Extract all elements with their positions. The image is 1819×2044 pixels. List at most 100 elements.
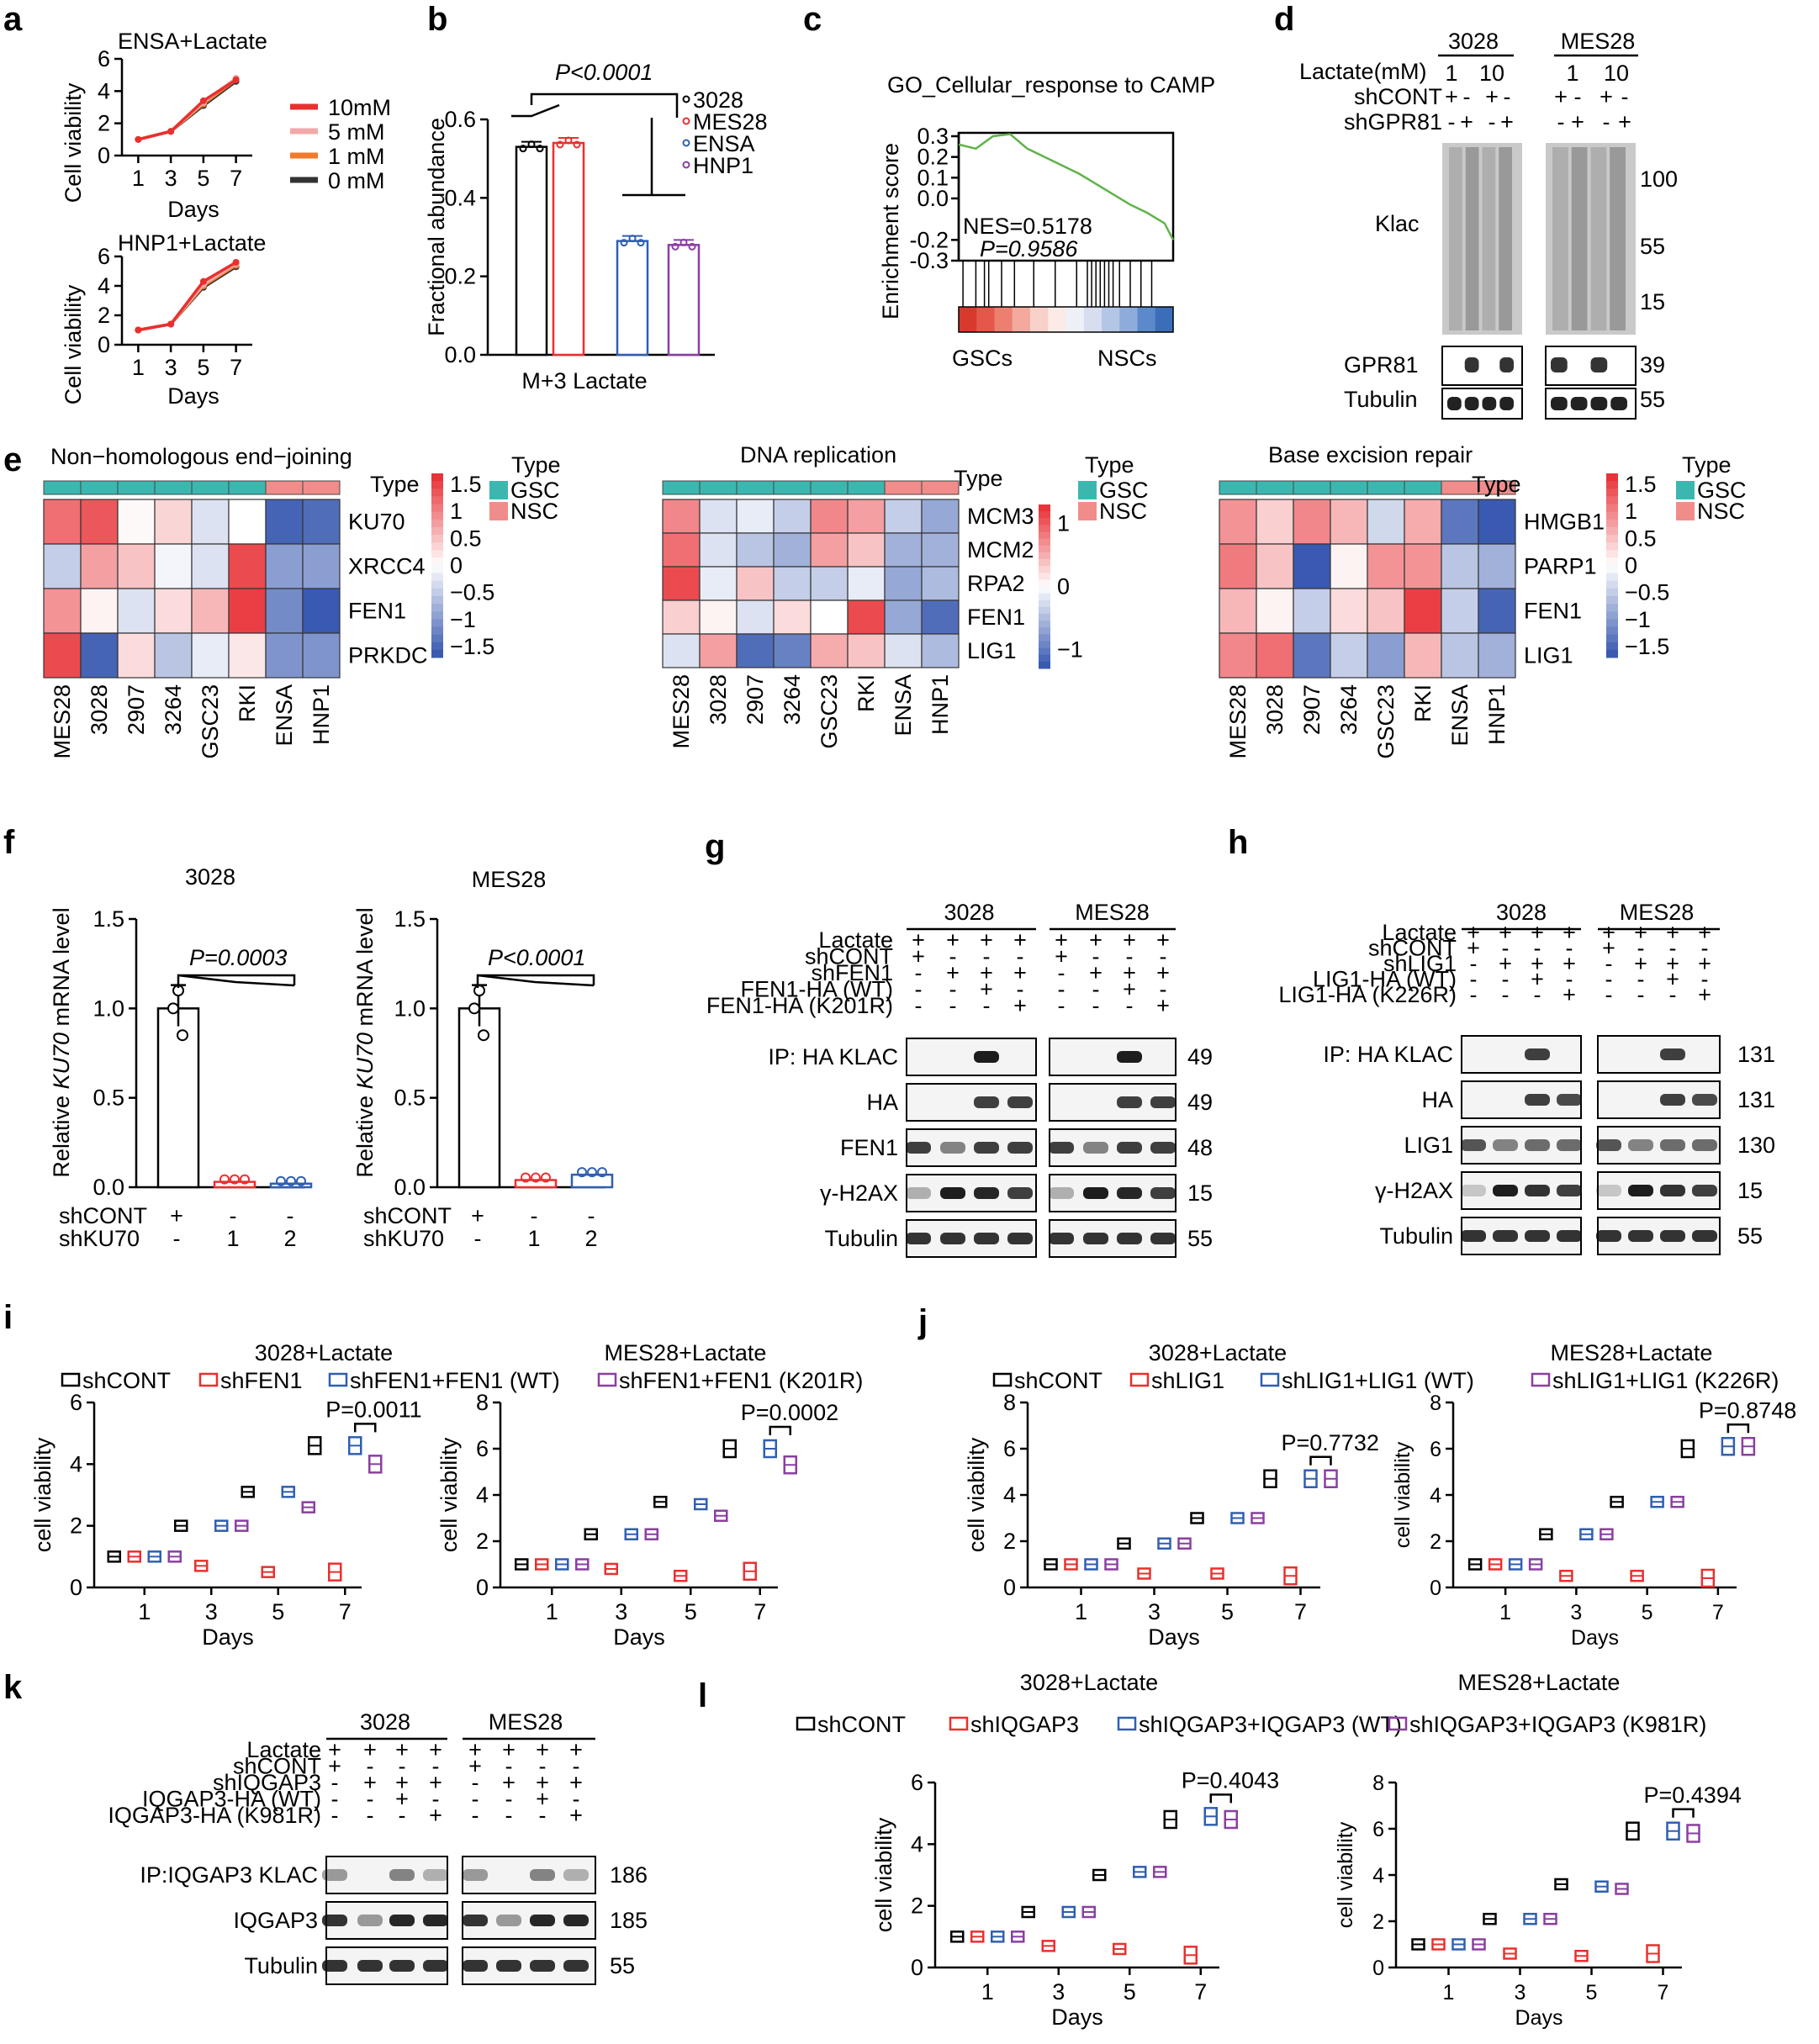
k-panel-band-iqgap3-1-1: [496, 1915, 521, 1926]
e-dna-cell-fen1-rki: [847, 599, 886, 635]
panel-b-dot-hnp1-0: [671, 242, 679, 251]
e-nhej-cell-fen1-hnp1: [302, 588, 341, 634]
panel-i-legend-label-0: shCONT: [82, 1368, 171, 1393]
panel-c: GO_Cellular_response to CAMP Enrichment …: [878, 72, 1215, 371]
k-panel-sign-shcont-7: -: [573, 1754, 580, 1779]
scale-nhej-step-7: [431, 526, 443, 536]
panel-b-dot-mes28-0: [556, 140, 564, 149]
panel-j-right-ytick-label-2: 2: [1430, 1530, 1441, 1554]
e-dna-cell-mcm2-3264: [773, 532, 812, 568]
g-panel-blot-label-fen1: FEN1: [840, 1135, 898, 1160]
a-top-point-10mm-3: [167, 128, 175, 135]
k-panel-band-iqgap3-1-3: [563, 1915, 589, 1926]
h-panel-sign-lactate-6: +: [1666, 920, 1679, 945]
panel-d-row-shcont: shCONT: [1354, 84, 1442, 109]
g-panel-row-fen1-ha-wt: FEN1-HA (WT): [741, 977, 894, 1002]
k-panel-blot-label-iqgap3: IQGAP3: [233, 1908, 318, 1933]
g-panel-sign-fen1-ha-wt-3: -: [1017, 977, 1024, 1002]
h-panel-band-ha-0-3: [1557, 1094, 1582, 1106]
panel-l-right-ytick-label-2: 2: [1372, 1910, 1384, 1934]
panel-i-left-ytick-label-2: 2: [70, 1513, 82, 1539]
panel-l-right-ytick-label-8: 8: [1372, 1772, 1384, 1795]
panel-j-left-ylabel: cell viability: [964, 1437, 989, 1552]
k-panel-mw-ip-iqgap3-klac: 186: [610, 1862, 648, 1888]
e-dna-cell-mcm3-rki: [847, 499, 886, 534]
scale-ber-label-1: 1: [1625, 499, 1637, 524]
e-dna-type-cell-rki: [847, 480, 886, 495]
h-panel-row-shcont: shCONT: [1368, 936, 1457, 961]
panel-d-gpr81-band-1-0: [1551, 357, 1568, 372]
panel-d-tubulin-band-0-1: [1464, 397, 1479, 410]
panel-i-right-xlabel: Days: [613, 1624, 665, 1650]
f-left-ytick-label-0-0: 0.0: [93, 1175, 124, 1200]
panel-d-shgpr81-sign-0: -: [1448, 109, 1456, 135]
f-left-dot-1-0: [219, 1174, 230, 1185]
h-panel-band-h2ax-1-0: [1596, 1185, 1621, 1196]
panel-a-top-xlabel: Days: [167, 197, 219, 222]
h-panel-band-lig1-1-3: [1692, 1139, 1717, 1151]
g-panel-sign-shfen1-3: +: [1013, 960, 1027, 985]
e-dna-col-ensa: ENSA: [891, 674, 916, 737]
scale-ber-step-0: [1606, 473, 1618, 482]
scale-ber-step-12: [1606, 565, 1618, 574]
h-panel-sign-lig1-ha-wt-2: +: [1531, 967, 1544, 992]
k-panel-row-lactate: Lactate: [246, 1737, 321, 1762]
panel-d-shcont-sign-3: -: [1504, 84, 1511, 109]
legend-label-10mm: 10mM: [328, 95, 391, 120]
g-panel-band-tubulin-1-0: [1049, 1233, 1074, 1244]
scale-dna-step-16: [1039, 614, 1050, 621]
e-dna-cell-lig1-gsc23: [810, 633, 849, 668]
e-dna-gene-fen1: FEN1: [967, 605, 1025, 630]
e-nhej-cell-fen1-mes28: [43, 588, 82, 634]
panel-l-legend-label-3: shIQGAP3+IQGAP3 (K981R): [1409, 1712, 1706, 1737]
a-top-xtick-label-1: 1: [132, 166, 145, 191]
panel-b-bracket-left: [511, 103, 560, 118]
panel-c-ylabel: Enrichment score: [878, 143, 903, 320]
ylabel-pre: Relative: [49, 1096, 74, 1178]
scale-dna-step-20: [1039, 641, 1050, 649]
legend-label-ensa: ENSA: [693, 131, 755, 156]
legend-label-gsc-2: GSC: [1099, 478, 1149, 503]
h-panel-band-lig1-0-2: [1525, 1139, 1550, 1151]
g-panel-band-fen1-0-2: [974, 1142, 999, 1154]
panel-f-right-bracket: [476, 974, 595, 988]
e-dna-cell-fen1-3264: [773, 599, 812, 635]
k-panel-sign-lactate-7: +: [569, 1737, 583, 1762]
e-dna-cell-mcm3-ensa: [884, 499, 923, 534]
h-panel-sign-lactate-5: +: [1634, 920, 1647, 945]
panel-l-legend-marker-3: [1388, 1716, 1408, 1731]
g-panel-sign-shcont-0: +: [912, 944, 925, 969]
panel-l-left-xlabel: Days: [1051, 2004, 1103, 2030]
g-panel-band-tubulin-0-3: [1007, 1233, 1033, 1244]
h-panel-blot-box-ip-ha-klac-1: [1597, 1035, 1721, 1074]
a-top-ytick-label-2: 2: [98, 111, 110, 136]
panel-c-nes: NES=0.5178: [963, 214, 1092, 239]
a-bot-ytick-label-2: 2: [98, 303, 110, 328]
k-panel-sign-iqgap3-ha-k981r-2: -: [399, 1803, 406, 1828]
panel-f-right-chart: 0.0 0.5 1.0 1.5: [394, 906, 614, 1200]
scale-dna-step-18: [1039, 627, 1050, 635]
scale-ber-step-3: [1606, 496, 1618, 504]
h-panel-sign-lig1-ha-k226r-5: -: [1637, 982, 1645, 1007]
panel-l-legend-marker-2: [1117, 1716, 1137, 1731]
panel-i-left-xtick-label-7: 7: [339, 1599, 352, 1624]
panel-c-ytick-label-0-0: 0.0: [917, 186, 949, 211]
panel-l-right-xtick-label-3: 3: [1515, 1981, 1526, 2004]
panel-d-gpr81-band-0-1: [1464, 357, 1479, 372]
h-panel-sign-shcont-3: -: [1566, 936, 1573, 961]
scale-ber-step-20: [1606, 626, 1618, 636]
panel-j-left-ytick-label-0: 0: [1003, 1575, 1016, 1600]
panel-d-shcont-sign-7: -: [1621, 84, 1629, 109]
e-nhej-cell-prkdc-ensa: [265, 632, 304, 679]
e-nhej-type-cell-ensa: [265, 480, 304, 495]
h-panel-row-lig1-ha-wt: LIG1-HA (WT): [1313, 967, 1457, 992]
scale-ber-step-22: [1606, 642, 1618, 651]
g-panel-blot-box-ip-ha-klac-0: [906, 1038, 1037, 1076]
k-panel-cell-3028: 3028: [360, 1709, 410, 1735]
e-nhej-cell-prkdc-2907: [117, 632, 156, 679]
h-panel-blot-label-tubulin: Tubulin: [1379, 1223, 1453, 1249]
e-nhej-cell-xrcc4-3028: [80, 543, 119, 589]
panel-f-shku70-sign-1-0: -: [474, 1226, 482, 1251]
panel-d-gpr81-band-1-2: [1590, 357, 1608, 372]
panel-b-dot-mes28-1: [564, 136, 573, 145]
